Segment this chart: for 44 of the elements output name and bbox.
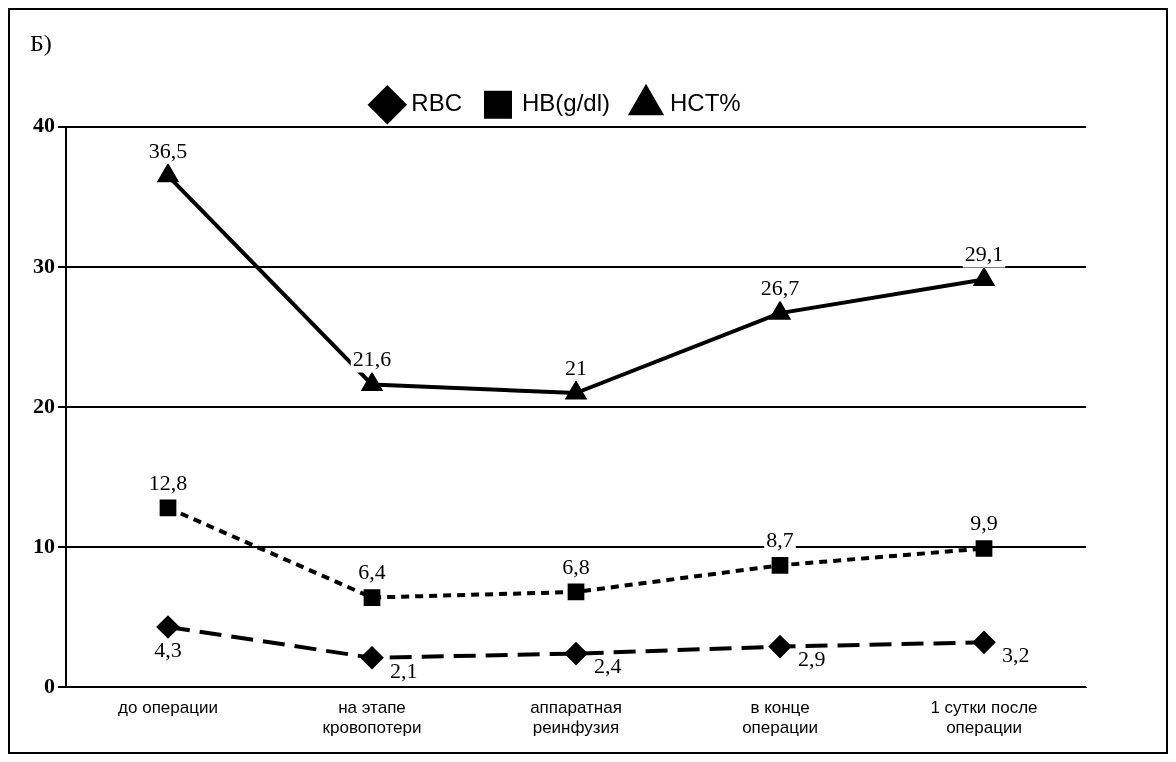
data-label: 29,1	[964, 241, 1004, 267]
data-label: 2,1	[390, 657, 418, 683]
chart-title: Б)	[30, 29, 52, 56]
x-tick-label: в конце операции	[742, 698, 818, 738]
legend-label: RBC	[411, 89, 462, 117]
point	[159, 499, 177, 517]
data-label: 21	[565, 354, 587, 380]
x-tick-label: аппаратная реинфузия	[530, 698, 622, 738]
x-tick-label: на этапе кровопотери	[322, 698, 422, 738]
y-tick-label: 10	[33, 532, 55, 558]
point	[362, 373, 382, 392]
legend-label: HCT%	[670, 89, 741, 117]
data-label: 26,7	[760, 274, 800, 300]
data-label: 4,3	[154, 636, 182, 662]
y-tick-label: 40	[33, 112, 55, 138]
data-label: 6,8	[562, 553, 590, 579]
point	[158, 164, 178, 183]
y-tick-label: 30	[33, 252, 55, 278]
point	[771, 556, 789, 574]
point	[769, 635, 791, 658]
legend-label: HB(g/dl)	[521, 89, 611, 117]
data-label: 12,8	[148, 469, 188, 495]
point	[565, 642, 587, 665]
point	[566, 381, 586, 400]
y-tick-label: 20	[33, 392, 55, 418]
data-label: 36,5	[148, 137, 188, 163]
point	[361, 646, 383, 669]
data-label: 9,9	[970, 510, 998, 536]
x-tick-label: до операции	[118, 698, 218, 718]
point	[974, 268, 994, 287]
data-label: 2,9	[798, 646, 826, 672]
data-label: 2,4	[594, 653, 622, 679]
point	[975, 540, 993, 557]
data-label: 6,4	[358, 559, 386, 585]
y-tick-label: 0	[44, 672, 55, 698]
point	[363, 589, 381, 606]
point	[157, 615, 179, 638]
point	[770, 302, 790, 320]
data-label: 8,7	[766, 527, 794, 553]
data-label: 3,2	[1002, 642, 1030, 668]
point	[567, 583, 585, 601]
point	[973, 631, 995, 654]
x-tick-label: 1 сутки после операции	[930, 698, 1038, 738]
data-label: 21,6	[352, 346, 392, 372]
